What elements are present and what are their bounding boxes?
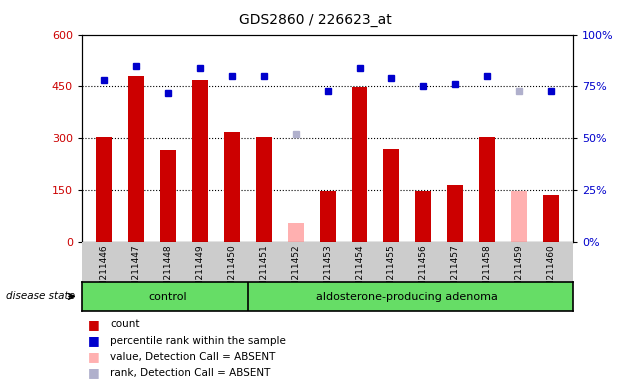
- Text: GSM211457: GSM211457: [450, 244, 460, 299]
- Bar: [288, 223, 304, 242]
- Bar: [384, 149, 399, 242]
- Text: GSM211450: GSM211450: [227, 244, 236, 299]
- Text: rank, Detection Call = ABSENT: rank, Detection Call = ABSENT: [110, 368, 271, 378]
- Bar: [160, 151, 176, 242]
- Bar: [479, 137, 495, 242]
- Text: GSM211453: GSM211453: [323, 244, 332, 299]
- Bar: [256, 137, 272, 242]
- Text: ■: ■: [88, 334, 100, 347]
- Text: GSM211458: GSM211458: [483, 244, 491, 299]
- Bar: [352, 87, 367, 242]
- Text: GSM211447: GSM211447: [132, 244, 140, 299]
- Bar: [511, 191, 527, 242]
- Bar: [319, 191, 336, 242]
- Bar: [447, 185, 463, 242]
- Text: GSM211454: GSM211454: [355, 244, 364, 299]
- Text: GSM211452: GSM211452: [291, 244, 300, 299]
- Bar: [128, 76, 144, 242]
- Text: ■: ■: [88, 366, 100, 379]
- Bar: [192, 80, 208, 242]
- Text: GSM211455: GSM211455: [387, 244, 396, 299]
- Text: GSM211459: GSM211459: [515, 244, 524, 299]
- Text: GSM211446: GSM211446: [100, 244, 109, 299]
- Text: percentile rank within the sample: percentile rank within the sample: [110, 336, 286, 346]
- Text: ■: ■: [88, 350, 100, 363]
- Text: GSM211448: GSM211448: [164, 244, 173, 299]
- Text: control: control: [149, 291, 187, 302]
- Bar: [224, 132, 240, 242]
- Text: GSM211460: GSM211460: [546, 244, 556, 299]
- Bar: [543, 195, 559, 242]
- Text: disease state: disease state: [6, 291, 76, 301]
- Text: count: count: [110, 319, 140, 329]
- Bar: [96, 137, 112, 242]
- Text: GSM211451: GSM211451: [260, 244, 268, 299]
- Bar: [415, 191, 432, 242]
- Text: GSM211449: GSM211449: [195, 244, 205, 299]
- Text: ■: ■: [88, 318, 100, 331]
- Text: GSM211456: GSM211456: [419, 244, 428, 299]
- Text: value, Detection Call = ABSENT: value, Detection Call = ABSENT: [110, 352, 276, 362]
- Text: aldosterone-producing adenoma: aldosterone-producing adenoma: [316, 291, 498, 302]
- Text: GDS2860 / 226623_at: GDS2860 / 226623_at: [239, 13, 391, 27]
